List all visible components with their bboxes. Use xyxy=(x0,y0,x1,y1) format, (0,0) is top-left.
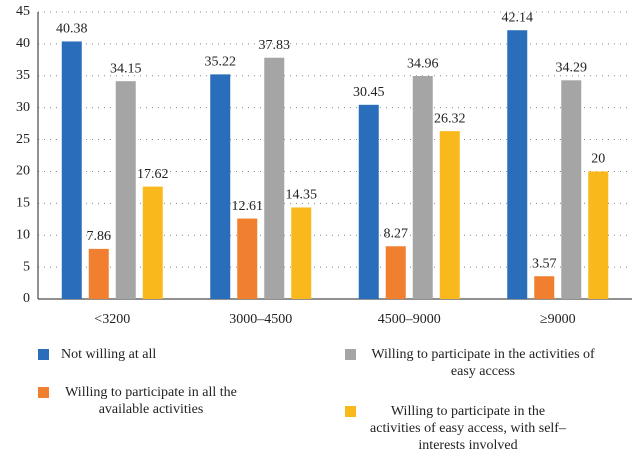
value-label: 12.61 xyxy=(232,199,264,214)
legend-item: Not willing at all xyxy=(38,346,156,363)
bar xyxy=(291,207,312,299)
value-label: 42.14 xyxy=(502,10,534,25)
legend-item: Willing to participate in the activities… xyxy=(345,403,568,454)
y-tick-label: 40 xyxy=(16,36,30,51)
legend-swatch xyxy=(38,349,49,360)
legend-item: Willing to participate in the activities… xyxy=(345,346,598,380)
bar xyxy=(264,57,285,299)
bar xyxy=(237,218,258,299)
y-tick-label: 0 xyxy=(23,291,30,306)
bar xyxy=(61,41,82,299)
x-tick-label: <3200 xyxy=(94,312,130,327)
legend-swatch xyxy=(38,387,49,398)
chart: 0 5 10 15 20 25 30 35 40 45 <3200 40.38 7.86 34.15 17.… xyxy=(16,4,632,327)
legend-swatch xyxy=(345,349,356,360)
y-tick-label: 10 xyxy=(16,227,30,242)
legend-label: Willing to participate in all the availa… xyxy=(65,385,237,417)
bar xyxy=(358,104,379,300)
legend-label: Willing to participate in the activities… xyxy=(370,404,566,453)
x-tick-label: ≥9000 xyxy=(540,312,576,327)
y-tick-label: 5 xyxy=(23,259,30,274)
bar xyxy=(507,30,528,299)
bar xyxy=(412,76,433,299)
y-tick-label: 15 xyxy=(16,196,30,211)
value-label: 34.15 xyxy=(110,61,142,76)
bar xyxy=(142,186,163,299)
value-label: 40.38 xyxy=(56,22,88,37)
value-label: 34.96 xyxy=(407,56,439,71)
y-tick-label: 25 xyxy=(16,132,30,147)
value-label: 26.32 xyxy=(434,111,466,126)
value-label: 8.27 xyxy=(384,226,409,241)
bar xyxy=(210,74,231,299)
x-tick-label: 3000–4500 xyxy=(229,312,292,327)
legend-label: Not willing at all xyxy=(61,347,157,362)
y-tick-label: 20 xyxy=(16,164,30,179)
legend-label: Willing to participate in the activities… xyxy=(371,347,595,379)
value-label: 14.35 xyxy=(286,188,318,203)
value-label: 34.29 xyxy=(556,61,588,76)
x-tick-label: 4500–9000 xyxy=(378,312,441,327)
value-label: 7.86 xyxy=(87,229,112,244)
bar xyxy=(534,276,555,299)
bar xyxy=(385,246,406,299)
bar xyxy=(439,131,460,299)
value-label: 37.83 xyxy=(259,38,291,53)
y-tick-label: 45 xyxy=(16,4,30,19)
bar xyxy=(88,248,109,299)
y-tick-label: 30 xyxy=(16,100,30,115)
value-label: 17.62 xyxy=(137,167,169,182)
legend-swatch xyxy=(345,406,356,417)
value-label: 35.22 xyxy=(205,55,237,70)
bar xyxy=(588,171,609,299)
value-label: 20 xyxy=(591,152,605,167)
value-label: 3.57 xyxy=(532,256,557,271)
bar xyxy=(561,80,582,299)
legend-item: Willing to participate in all the availa… xyxy=(38,384,241,418)
value-label: 30.45 xyxy=(353,85,385,100)
bar xyxy=(115,81,136,300)
y-tick-label: 35 xyxy=(16,68,30,83)
